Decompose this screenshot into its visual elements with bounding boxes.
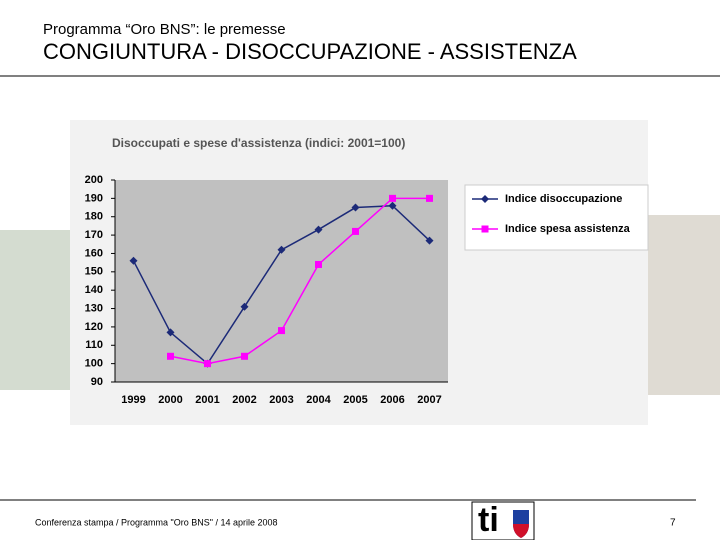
legend-marker xyxy=(481,225,489,233)
chart-title: Disoccupati e spese d'assistenza (indici… xyxy=(112,136,405,150)
data-point xyxy=(426,194,433,202)
y-tick-label: 120 xyxy=(85,321,103,333)
legend-label: Indice spesa assistenza xyxy=(505,223,631,235)
slide-subtitle: Programma “Oro BNS”: le premesse xyxy=(43,21,286,38)
y-tick-label: 100 xyxy=(85,358,103,370)
legend xyxy=(464,184,649,251)
y-tick-label: 160 xyxy=(85,247,103,259)
page-number: 7 xyxy=(670,518,676,529)
legend-label: Indice disoccupazione xyxy=(505,193,622,205)
x-tick-label: 2002 xyxy=(232,394,256,406)
data-point xyxy=(129,256,138,265)
x-tick-label: 2007 xyxy=(417,394,441,406)
data-point xyxy=(278,327,285,335)
logo-text: ti xyxy=(478,501,499,539)
data-point xyxy=(388,201,397,210)
x-tick-label: 2001 xyxy=(195,394,219,406)
x-tick-label: 2003 xyxy=(269,394,293,406)
data-point xyxy=(314,225,323,234)
slide-title: CONGIUNTURA - DISOCCUPAZIONE - ASSISTENZ… xyxy=(43,39,577,64)
data-point xyxy=(167,352,174,360)
y-tick-label: 110 xyxy=(85,339,103,351)
y-tick-label: 140 xyxy=(85,284,103,296)
footer-text: Conferenza stampa / Programma "Oro BNS" … xyxy=(35,517,278,527)
data-point xyxy=(315,260,322,268)
x-tick-label: 2000 xyxy=(158,394,182,406)
x-tick-label: 2005 xyxy=(343,394,367,406)
data-point xyxy=(389,194,396,202)
y-tick-label: 180 xyxy=(85,211,103,223)
data-point xyxy=(241,352,248,360)
plot-area xyxy=(115,180,448,382)
y-tick-label: 130 xyxy=(85,302,103,314)
data-point xyxy=(277,245,286,254)
data-point xyxy=(166,328,175,337)
data-point xyxy=(351,203,360,212)
y-tick-label: 150 xyxy=(85,266,103,278)
y-tick-label: 200 xyxy=(85,174,103,186)
x-tick-label: 1999 xyxy=(121,394,145,406)
data-point xyxy=(204,360,211,368)
data-point xyxy=(240,302,249,311)
y-tick-label: 90 xyxy=(91,376,103,388)
data-point xyxy=(352,227,359,235)
legend-marker xyxy=(481,195,489,203)
photo-right xyxy=(648,215,720,395)
data-point xyxy=(425,236,434,245)
y-tick-label: 170 xyxy=(85,229,103,241)
photo-left xyxy=(0,230,70,390)
y-tick-label: 190 xyxy=(85,192,103,204)
series-line xyxy=(170,197,430,365)
x-tick-label: 2006 xyxy=(380,394,404,406)
x-tick-label: 2004 xyxy=(306,394,331,406)
logo-shield-red xyxy=(513,524,529,538)
